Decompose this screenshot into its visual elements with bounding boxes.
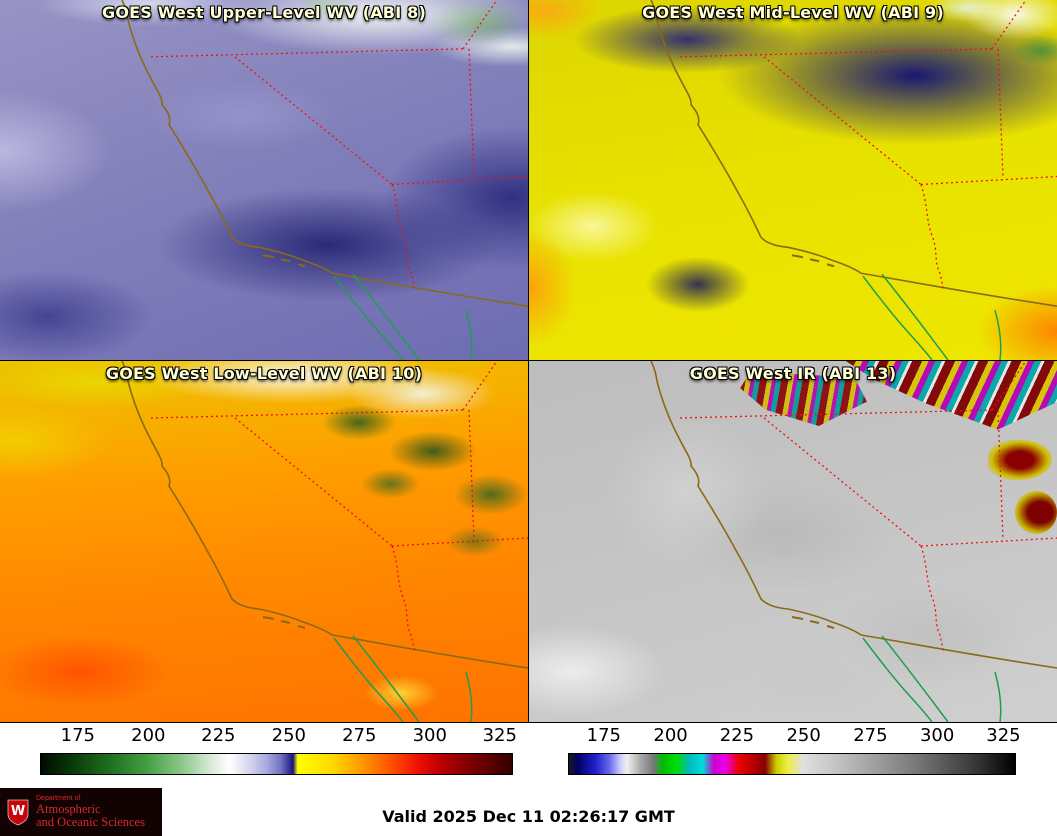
panel-title-ir: GOES West IR (ABI 13) [689, 364, 897, 383]
ir-enhanced-cold-cloud-blob [988, 440, 1052, 481]
ir-tick-label: 325 [986, 725, 1021, 746]
wv-tick-label: 325 [482, 725, 517, 746]
logo-text: Department of Atmospheric and Oceanic Sc… [36, 795, 145, 830]
panel-upper-level-wv: GOES West Upper-Level WV (ABI 8) [0, 0, 528, 360]
panel-title-upper-wv: GOES West Upper-Level WV (ABI 8) [102, 3, 426, 22]
wv-tick-label: 175 [60, 725, 96, 746]
colorbar-ir-wrap: 175 200 225 250 275 300 325 [568, 723, 1021, 775]
basemap-overlay [650, 361, 1057, 722]
basemap-overlay [121, 361, 528, 722]
ir-tick-label: 225 [719, 725, 755, 746]
satellite-panel-grid: GOES West Upper-Level WV (ABI 8) GOES We… [0, 0, 1057, 723]
ir-tick-label: 300 [919, 725, 955, 746]
crest-letter: W [11, 804, 25, 819]
wv-colorbar-gradient [40, 753, 513, 775]
colorbar-wv-wrap: 175 200 225 250 275 300 325 [40, 723, 517, 775]
panel-mid-level-wv: GOES West Mid-Level WV (ABI 9) [529, 0, 1057, 360]
uw-crest-icon: W [7, 799, 29, 826]
colorbar-row: 175 200 225 250 275 300 325 175 200 225 … [0, 723, 1057, 781]
colorbar-infrared: 175 200 225 250 275 300 325 [528, 723, 1057, 781]
ir-colorbar-gradient [568, 753, 1016, 775]
logo-department-of: Department of [36, 794, 81, 802]
wv-tick-label: 300 [412, 725, 447, 746]
panel-low-level-wv: GOES West Low-Level WV (ABI 10) [0, 361, 528, 722]
wv-tick-label: 200 [131, 725, 166, 746]
wv-tick-label: 225 [201, 725, 236, 746]
colorbar-water-vapor: 175 200 225 250 275 300 325 [0, 723, 528, 781]
basemap-overlay [121, 0, 528, 360]
basemap-overlay [650, 0, 1057, 360]
uw-aos-logo: W Department of Atmospheric and Oceanic … [0, 788, 162, 836]
logo-atmospheric: Atmospheric [36, 802, 101, 817]
panel-title-mid-wv: GOES West Mid-Level WV (ABI 9) [642, 3, 944, 22]
wv-tick-label: 275 [342, 725, 377, 746]
valid-timestamp: Valid 2025 Dec 11 02:26:17 GMT [382, 807, 675, 826]
logo-oceanic-sciences: and Oceanic Sciences [36, 815, 145, 830]
ir-tick-label: 275 [853, 725, 888, 746]
ir-tick-label: 250 [786, 725, 821, 746]
ir-enhanced-cold-cloud-blob [1014, 490, 1057, 535]
panel-title-low-wv: GOES West Low-Level WV (ABI 10) [105, 364, 423, 383]
panel-ir: GOES West IR (ABI 13) [529, 361, 1057, 722]
ir-tick-label: 200 [653, 725, 688, 746]
wv-tick-label: 250 [271, 725, 306, 746]
ir-tick-label: 175 [586, 725, 622, 746]
footer: W Department of Atmospheric and Oceanic … [0, 781, 1057, 836]
